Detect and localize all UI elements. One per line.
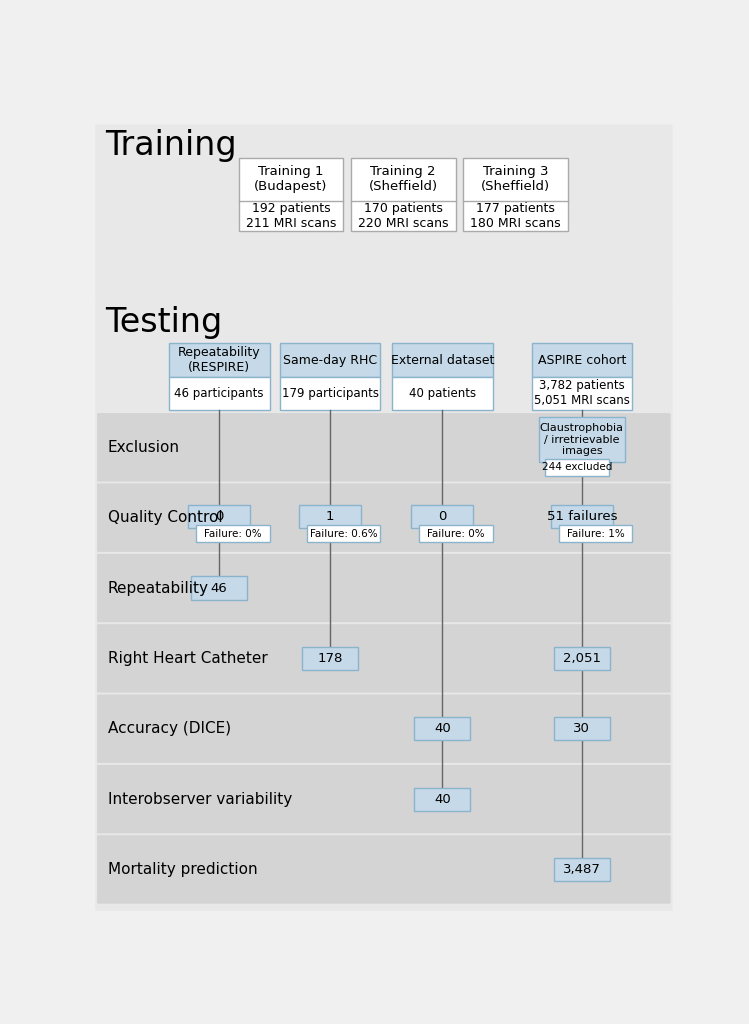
Text: Accuracy (DICE): Accuracy (DICE)	[108, 721, 231, 736]
FancyBboxPatch shape	[97, 836, 670, 903]
Bar	[169, 377, 270, 410]
Text: 40 patients: 40 patients	[409, 387, 476, 400]
Text: Failure: 0.6%: Failure: 0.6%	[310, 528, 377, 539]
Bar	[551, 506, 613, 528]
Text: Training 2
(Sheffield): Training 2 (Sheffield)	[369, 166, 438, 194]
Bar	[299, 506, 361, 528]
Text: Right Heart Catheter: Right Heart Catheter	[108, 651, 267, 666]
Text: Claustrophobia
/ irretrievable
images: Claustrophobia / irretrievable images	[540, 423, 624, 457]
Bar	[169, 343, 270, 377]
Bar	[414, 787, 470, 811]
Bar	[196, 525, 270, 543]
Text: Failure: 0%: Failure: 0%	[427, 528, 485, 539]
Text: Failure: 1%: Failure: 1%	[566, 528, 625, 539]
FancyBboxPatch shape	[97, 625, 670, 692]
Text: 3,782 patients
5,051 MRI scans: 3,782 patients 5,051 MRI scans	[534, 380, 630, 408]
Text: 244 excluded: 244 excluded	[542, 463, 613, 472]
Bar	[411, 506, 473, 528]
Text: Interobserver variability: Interobserver variability	[108, 792, 292, 807]
Text: Training 3
(Sheffield): Training 3 (Sheffield)	[481, 166, 551, 194]
Text: Same-day RHC: Same-day RHC	[283, 354, 377, 367]
Bar	[307, 525, 380, 543]
Bar	[188, 506, 250, 528]
Text: 40: 40	[434, 793, 451, 806]
Text: 179 participants: 179 participants	[282, 387, 378, 400]
Bar	[539, 418, 625, 462]
Text: 40: 40	[434, 722, 451, 735]
Text: Exclusion: Exclusion	[108, 440, 180, 455]
Bar	[392, 343, 493, 377]
Bar	[554, 858, 610, 881]
FancyBboxPatch shape	[97, 413, 670, 481]
Bar	[351, 159, 455, 231]
Text: Training: Training	[106, 129, 237, 162]
Text: 170 patients
220 MRI scans: 170 patients 220 MRI scans	[358, 202, 449, 230]
FancyBboxPatch shape	[97, 554, 670, 623]
Text: Quality Control: Quality Control	[108, 510, 222, 525]
Text: External dataset: External dataset	[391, 354, 494, 367]
Text: 46: 46	[210, 582, 228, 595]
Bar	[532, 377, 632, 410]
Bar	[532, 343, 632, 377]
Bar	[464, 159, 568, 231]
Text: Testing: Testing	[106, 306, 222, 339]
FancyBboxPatch shape	[97, 483, 670, 552]
Bar	[191, 577, 247, 600]
Text: Repeatability: Repeatability	[108, 581, 208, 596]
Text: Training 1
(Budapest): Training 1 (Budapest)	[254, 166, 327, 194]
Bar	[238, 159, 343, 231]
Bar	[559, 525, 632, 543]
Text: 3,487: 3,487	[563, 863, 601, 876]
Bar	[392, 377, 493, 410]
Text: 51 failures: 51 failures	[547, 510, 617, 523]
Text: 0: 0	[215, 510, 223, 523]
Text: Failure: 0%: Failure: 0%	[204, 528, 261, 539]
Text: 1: 1	[326, 510, 334, 523]
Text: 177 patients
180 MRI scans: 177 patients 180 MRI scans	[470, 202, 561, 230]
Text: 0: 0	[438, 510, 446, 523]
Bar	[419, 525, 493, 543]
Bar	[554, 717, 610, 740]
Text: 46 participants: 46 participants	[175, 387, 264, 400]
Bar	[545, 459, 609, 476]
Text: Mortality prediction: Mortality prediction	[108, 862, 257, 877]
Text: 30: 30	[574, 722, 590, 735]
Bar	[279, 343, 380, 377]
Text: 192 patients
211 MRI scans: 192 patients 211 MRI scans	[246, 202, 336, 230]
Text: ASPIRE cohort: ASPIRE cohort	[538, 354, 626, 367]
FancyBboxPatch shape	[97, 765, 670, 834]
Text: 178: 178	[318, 652, 343, 665]
Text: Repeatability
(RESPIRE): Repeatability (RESPIRE)	[178, 346, 261, 375]
Bar	[554, 647, 610, 670]
FancyBboxPatch shape	[95, 125, 673, 302]
Bar	[414, 717, 470, 740]
Text: 2,051: 2,051	[563, 652, 601, 665]
FancyBboxPatch shape	[95, 302, 673, 911]
Bar	[279, 377, 380, 410]
Bar	[302, 647, 358, 670]
FancyBboxPatch shape	[97, 694, 670, 763]
